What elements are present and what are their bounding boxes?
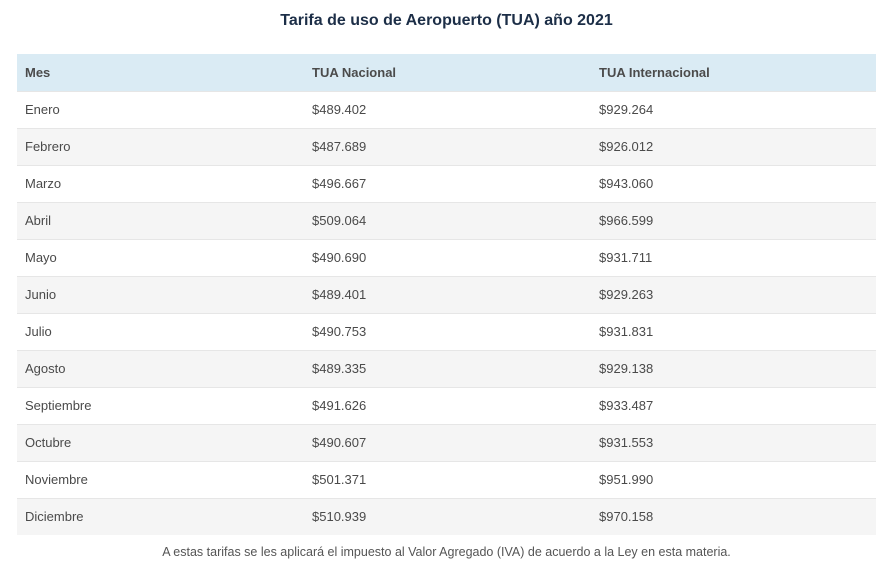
column-header-tua-internacional: TUA Internacional (599, 64, 710, 80)
table-row: Abril $509.064 $966.599 (17, 202, 876, 239)
table-row: Mayo $490.690 $931.711 (17, 239, 876, 276)
column-header-tua-nacional: TUA Nacional (312, 64, 397, 80)
cell-tua-nacional: $490.753 (312, 324, 367, 339)
iva-note: A estas tarifas se les aplicará el impue… (162, 545, 731, 559)
cell-month: Junio (25, 287, 57, 302)
cell-month: Julio (25, 324, 52, 339)
cell-month: Diciembre (25, 509, 84, 525)
page-title: Tarifa de uso de Aeropuerto (TUA) año 20… (280, 12, 613, 29)
cell-tua-nacional: $489.402 (312, 102, 367, 117)
column-header-mes: Mes (25, 64, 51, 80)
table-row: Agosto $489.335 $929.138 (17, 350, 876, 387)
cell-tua-internacional: $926.012 (599, 139, 654, 154)
cell-month: Septiembre (25, 398, 92, 413)
tariff-table-container: Mes TUA Nacional TUA Internacional Enero… (17, 54, 876, 535)
cell-month: Mayo (25, 250, 57, 265)
cell-tua-internacional: $929.263 (599, 287, 654, 302)
cell-month: Enero (25, 102, 60, 117)
cell-month: Noviembre (25, 472, 88, 487)
cell-month: Febrero (25, 139, 71, 154)
cell-tua-nacional: $496.667 (312, 176, 367, 191)
cell-month: Abril (25, 213, 52, 228)
table-row: Octubre $490.607 $931.553 (17, 424, 876, 461)
table-row: Julio $490.753 $931.831 (17, 313, 876, 350)
cell-tua-internacional: $931.711 (599, 250, 653, 265)
cell-tua-internacional: $951.990 (599, 472, 654, 487)
table-header: Mes TUA Nacional TUA Internacional (17, 54, 876, 91)
table-row: Noviembre $501.371 $951.990 (17, 461, 876, 498)
cell-tua-nacional: $489.335 (312, 361, 367, 376)
cell-tua-internacional: $929.138 (599, 361, 654, 376)
cell-tua-internacional: $970.158 (599, 509, 654, 525)
cell-tua-internacional: $966.599 (599, 213, 654, 228)
cell-tua-internacional: $931.553 (599, 435, 654, 450)
table-row: Enero $489.402 $929.264 (17, 91, 876, 128)
cell-tua-internacional: $931.831 (599, 324, 654, 339)
table-row: Junio $489.401 $929.263 (17, 276, 876, 313)
cell-tua-internacional: $933.487 (599, 398, 654, 413)
tariff-table: Mes TUA Nacional TUA Internacional Enero… (17, 54, 876, 535)
table-row: Febrero $487.689 $926.012 (17, 128, 876, 165)
cell-tua-nacional: $510.939 (312, 509, 367, 525)
cell-tua-nacional: $501.371 (312, 472, 367, 487)
cell-tua-nacional: $490.607 (312, 435, 367, 450)
cell-tua-nacional: $491.626 (312, 398, 367, 413)
cell-tua-nacional: $489.401 (312, 287, 367, 302)
table-body: Enero $489.402 $929.264 Febrero $487.689 $926… (17, 91, 876, 535)
header-row: Mes TUA Nacional TUA Internacional (17, 54, 876, 91)
cell-month: Agosto (25, 361, 66, 376)
table-row: Marzo $496.667 $943.060 (17, 165, 876, 202)
cell-tua-internacional: $943.060 (599, 176, 654, 191)
cell-tua-nacional: $487.689 (312, 139, 367, 154)
cell-tua-nacional: $490.690 (312, 250, 367, 265)
table-row: Diciembre $510.939 $970.158 (17, 498, 876, 535)
cell-month: Octubre (25, 435, 72, 450)
table-row: Septiembre $491.626 $933.487 (17, 387, 876, 424)
cell-tua-internacional: $929.264 (599, 102, 654, 117)
cell-tua-nacional: $509.064 (312, 213, 367, 228)
cell-month: Marzo (25, 176, 62, 191)
